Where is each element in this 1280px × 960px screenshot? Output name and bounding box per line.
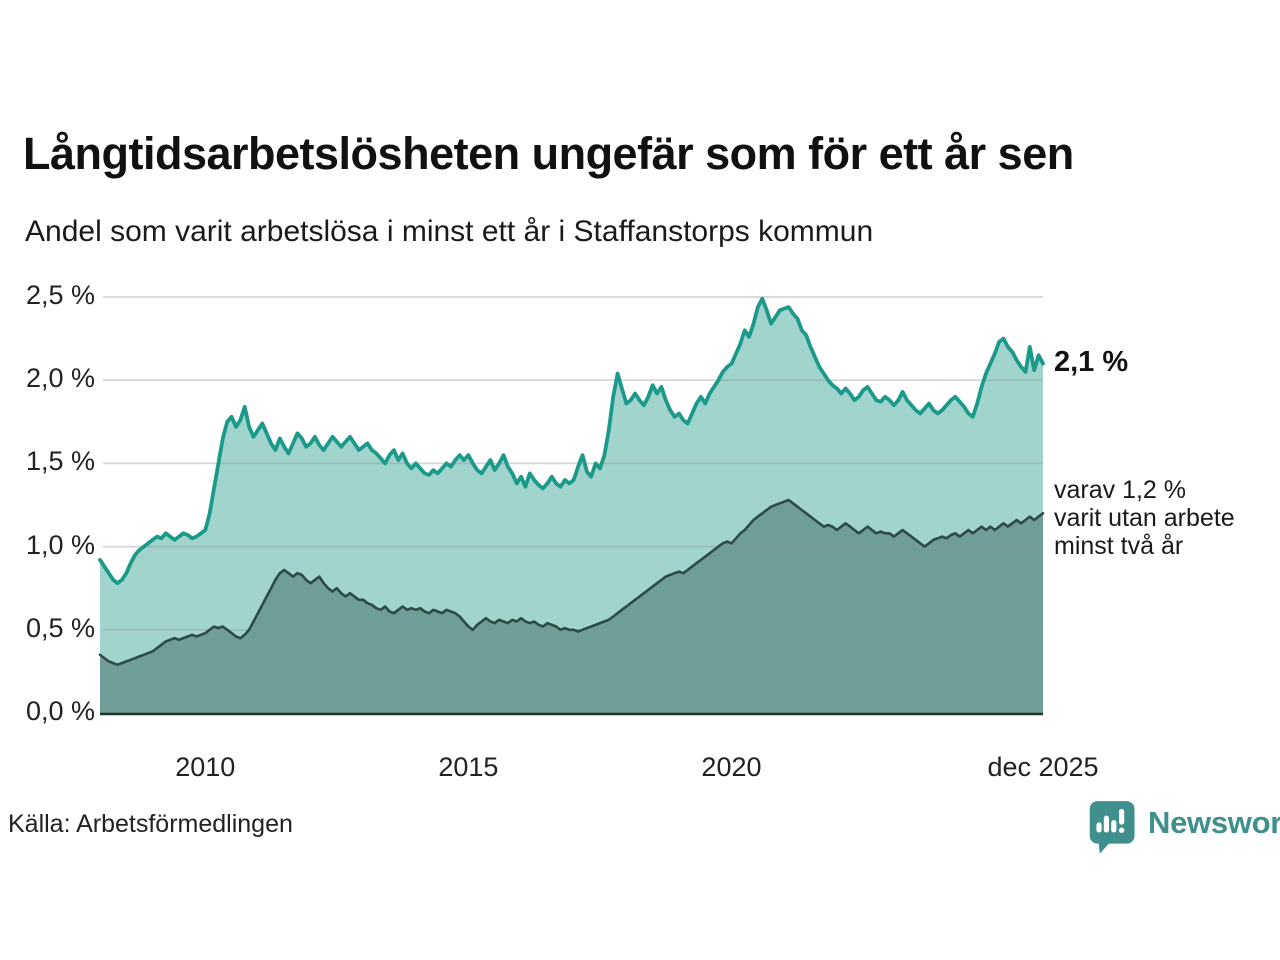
chart-subtitle: Andel som varit arbetslösa i minst ett å… bbox=[25, 215, 874, 248]
x-tick-label: dec 2025 bbox=[987, 752, 1099, 782]
bar-chart-speech-bubble-icon bbox=[1089, 801, 1135, 854]
chart-title: Långtidsarbetslösheten ungefär som för e… bbox=[23, 128, 1074, 179]
x-tick-label: 2010 bbox=[175, 752, 236, 782]
annotation-line: varit utan arbete bbox=[1054, 504, 1235, 533]
newsworthy-logo: Newsworthy bbox=[1086, 800, 1280, 856]
source-label: Källa: Arbetsförmedlingen bbox=[8, 810, 293, 838]
x-tick-label: 2020 bbox=[701, 752, 762, 782]
y-tick-label: 1,0 % bbox=[25, 529, 95, 560]
series-line-1 bbox=[98, 498, 1045, 666]
logo-wordmark: Newsworthy bbox=[1148, 805, 1280, 840]
y-tick-label: 1,5 % bbox=[25, 446, 95, 477]
annotation-line: minst två år bbox=[1054, 532, 1184, 561]
y-tick-label: 0,0 % bbox=[25, 696, 95, 726]
area-fill-1 bbox=[100, 500, 1043, 713]
two-year-note: varav 1,2 % varit utan arbete minst två år bbox=[1054, 476, 1235, 560]
y-tick-label: 0,5 % bbox=[25, 612, 95, 643]
x-tick-label: 2015 bbox=[438, 752, 499, 782]
y-tick-label: 2,5 % bbox=[25, 280, 95, 310]
latest-value-label: 2,1 % bbox=[1054, 345, 1129, 378]
y-tick-label: 2,0 % bbox=[25, 363, 95, 394]
annotation-line: varav 1,2 % bbox=[1054, 476, 1187, 505]
series-line-0 bbox=[98, 296, 1045, 586]
